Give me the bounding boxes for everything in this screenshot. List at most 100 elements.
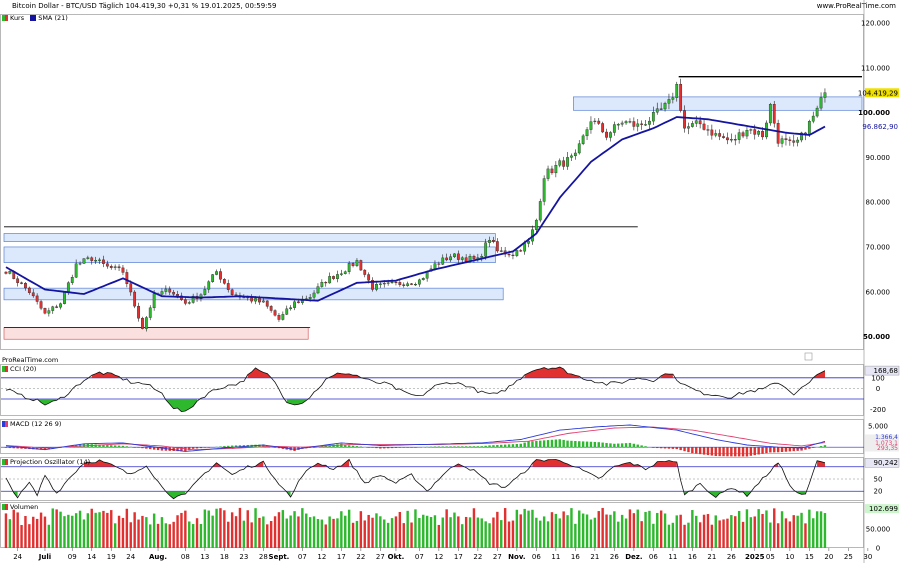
macd-histogram-bar [671,447,675,449]
candle-down [601,123,605,133]
candle [98,257,101,264]
candle [749,128,753,134]
candle-down [788,139,792,141]
candle [538,198,542,223]
volume-bar [531,509,534,548]
brand-label[interactable]: www.ProRealTime.com [816,2,896,10]
candle-down [772,104,776,124]
volume-bar [184,510,187,548]
volume-value-box [865,504,899,514]
volume-bar [8,519,12,548]
macd-histogram-bar [706,447,710,456]
macd-legend: MACD (12 26 9) [2,420,61,428]
macd-histogram-bar [578,441,581,448]
macd-histogram-bar [609,443,612,448]
volume-bar [480,518,483,548]
candle [20,281,23,285]
macd-histogram-bar [191,447,195,449]
volume-bar [12,509,15,548]
volume-bar [628,509,632,548]
volume-bar [379,516,382,548]
macd-histogram-bar [812,447,815,448]
candle-up [316,286,320,294]
candle [250,294,254,304]
candle [570,153,573,162]
volume-bar [546,521,550,548]
candle [585,126,589,140]
x-tick-label: 20 [824,553,833,561]
x-tick-label: 13 [200,553,209,561]
x-tick-label: 26 [727,553,736,561]
price-tick-label: 80.000 [866,199,891,207]
volume-bar [445,509,448,548]
candle-up [215,271,218,275]
volume-bar [722,519,725,548]
macd-histogram-bar [667,447,671,449]
volume-bar [164,523,168,548]
candle-down [31,292,35,297]
candle-up [82,258,86,264]
macd-histogram-bar [644,446,647,448]
x-tick-label: 27 [493,553,502,561]
macd-histogram-bar [340,443,343,448]
candle-up [433,263,437,270]
title-bar: Bitcoin Dollar - BTC/USD Täglich 104.419… [0,0,900,13]
macd-histogram-bar [277,447,281,449]
volume-bar [32,516,35,548]
sma-swatch [30,15,37,21]
macd-histogram-bar [648,447,651,448]
candle-up [203,289,207,295]
candle-up [164,288,168,292]
candle [273,309,277,317]
macd-histogram-bar [558,439,561,448]
candle-down [507,253,511,256]
candle-down [172,291,176,295]
x-tick-label: 07 [298,553,307,561]
macd-histogram-bar [792,447,795,452]
candle-up [800,132,803,141]
candle [780,135,784,148]
macd-histogram-bar [507,444,511,448]
macd-histogram-bar [160,447,164,451]
x-tick-label: 21 [590,553,599,561]
candle [8,270,12,275]
candle-down [784,138,788,141]
price-tick-label: 110.000 [861,64,890,72]
volume-bar [4,513,8,548]
volume-bar [110,510,113,548]
candle [729,133,733,143]
candle-up [382,283,386,285]
macd-histogram-bar [745,447,749,457]
volume-bar [258,517,261,548]
volume-bar [390,518,394,548]
x-tick-label: 16 [571,553,580,561]
watermark: ProRealTime.com [2,356,59,364]
candle-up [449,256,452,261]
candle-down [117,266,121,269]
candle-up [406,283,410,286]
volume-bar [43,516,47,548]
volume-bar [566,515,569,548]
candle-down [226,283,230,290]
volume-bar [355,520,359,548]
candle-down [168,288,172,293]
volume-tick-label: 0 [876,545,880,553]
candle [312,290,316,301]
volume-bar [195,518,199,548]
volume-bar [301,508,304,548]
macd-histogram-bar [316,446,320,448]
candle [609,131,612,142]
candle [651,106,655,126]
volume-bar [94,512,97,548]
macd-histogram-bar [539,440,542,448]
candle [733,134,737,146]
candle [632,117,636,131]
volume-bar [250,522,253,548]
volume-bar [804,523,807,548]
cci-swatch [2,366,8,372]
candle-up [815,107,819,117]
candle [492,236,495,244]
volume-bar [82,519,86,548]
price-tick-label: 70.000 [866,243,891,251]
